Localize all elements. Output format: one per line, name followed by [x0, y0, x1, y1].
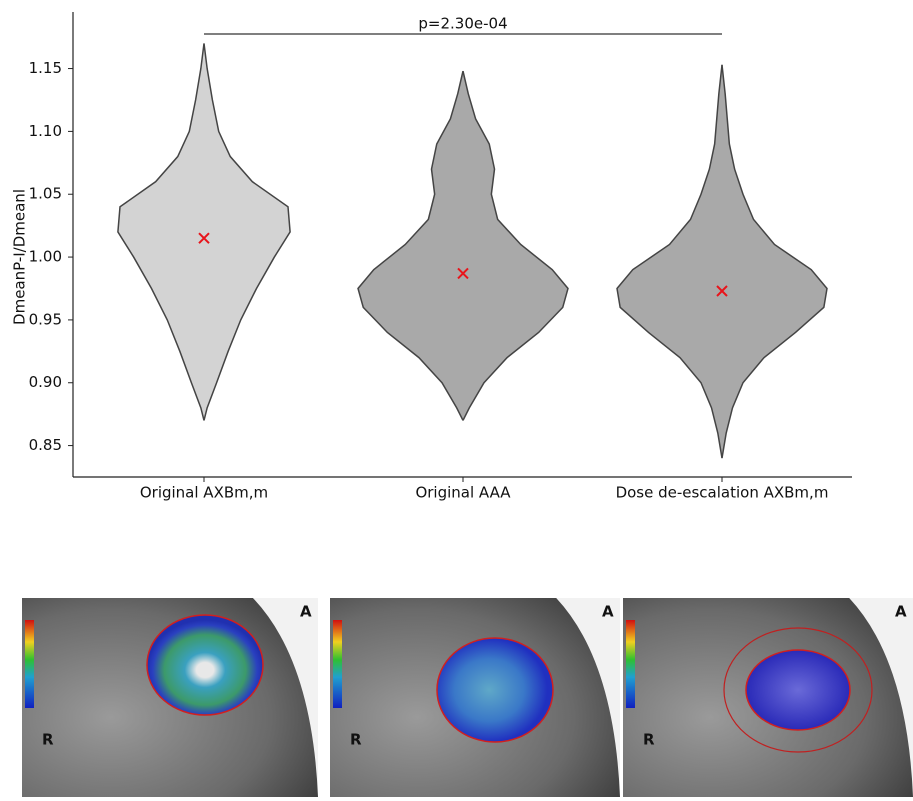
dose-region — [147, 615, 263, 715]
x-tick-label: Original AXBm,m — [140, 484, 268, 502]
page: {"chart_data":{"type":"violin","ylabel":… — [0, 0, 913, 801]
y-tick-label: 1.00 — [29, 248, 62, 266]
orientation-top: A — [895, 603, 907, 621]
y-tick-label: 0.95 — [29, 310, 62, 328]
y-tick-label: 0.85 — [29, 436, 62, 454]
color-bar — [333, 620, 342, 708]
y-tick-label: 0.90 — [29, 373, 62, 391]
color-bar — [25, 620, 34, 708]
x-tick-label: Original AAA — [415, 484, 511, 502]
violin-body — [118, 43, 290, 420]
violin-body — [358, 71, 568, 420]
orientation-side: R — [643, 731, 655, 749]
y-tick-label: 1.05 — [29, 185, 62, 203]
y-tick-label: 1.15 — [29, 59, 62, 77]
dose-region — [437, 638, 553, 742]
orientation-side: R — [350, 731, 362, 749]
orientation-top: A — [300, 603, 312, 621]
annotation: p=2.30e-04 — [418, 15, 507, 33]
x-tick-label: Dose de-escalation AXBm,m — [616, 484, 829, 502]
dose-region — [746, 650, 850, 730]
color-bar — [626, 620, 635, 708]
image-panels: A R A R A R — [22, 598, 913, 797]
violin-body — [617, 65, 827, 458]
figure: A R A R A R DmeanP-I/Dmeanl p=2.30e-04 0.85 0.… — [0, 0, 913, 797]
orientation-top: A — [602, 603, 614, 621]
y-axis-label: DmeanP-I/Dmeanl — [11, 189, 29, 325]
y-tick-label: 1.10 — [29, 122, 62, 140]
orientation-side: R — [42, 731, 54, 749]
